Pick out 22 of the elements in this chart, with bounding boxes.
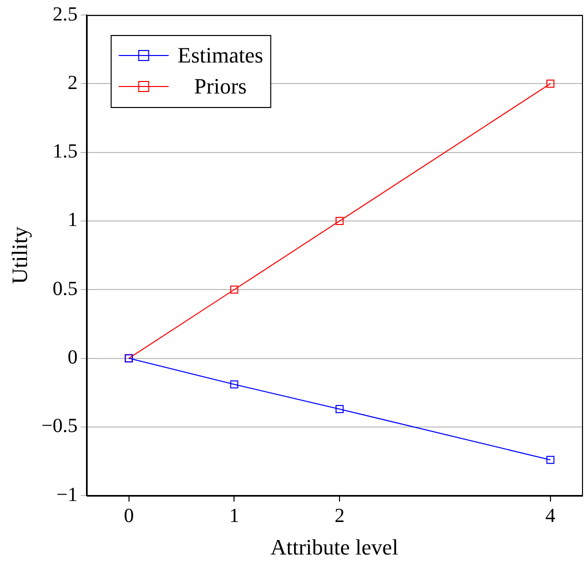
legend-label: Estimates — [178, 42, 264, 68]
y-tick-label: −1 — [56, 484, 78, 506]
point — [546, 80, 554, 88]
y-tick-label: 0.5 — [52, 278, 78, 300]
x-tick-label: 2 — [334, 504, 345, 527]
y-tick-label: 2.5 — [52, 3, 78, 26]
point — [230, 380, 238, 388]
y-tick-label: 0 — [68, 346, 78, 369]
y-axis-title: Utility — [6, 226, 32, 284]
x-tick-label: 4 — [545, 504, 556, 527]
y-tick-label: 1.5 — [52, 140, 78, 163]
x-tick-label: 0 — [124, 504, 134, 527]
y-tick-label: 1 — [68, 209, 78, 232]
x-axis-title: Attribute level — [270, 534, 398, 560]
x-tick-label: 1 — [229, 504, 240, 527]
legend-label: Priors — [194, 73, 247, 98]
point — [546, 456, 554, 464]
y-tick-label: 2 — [68, 72, 78, 94]
point — [336, 216, 344, 226]
y-tick-label: −0.5 — [41, 415, 78, 438]
point — [336, 405, 344, 414]
point — [230, 286, 238, 294]
